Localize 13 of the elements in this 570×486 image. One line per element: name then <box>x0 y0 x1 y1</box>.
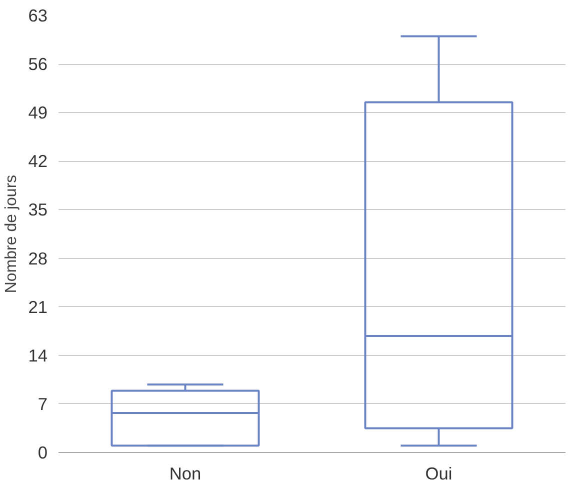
x-tick-label: Non <box>169 464 202 484</box>
y-tick-label: 21 <box>28 296 48 317</box>
y-tick-label: 14 <box>28 345 48 366</box>
y-tick-label: 56 <box>28 54 48 74</box>
y-tick-label: 28 <box>28 248 48 268</box>
y-tick-label: 63 <box>28 6 48 26</box>
y-tick-label: 0 <box>38 442 48 462</box>
y-tick-label: 49 <box>28 102 48 123</box>
x-tick-label: Oui <box>425 464 452 484</box>
y-axis-title: Nombre de jours <box>3 174 20 294</box>
y-tick-label: 35 <box>28 200 48 220</box>
y-tick-label: 42 <box>28 151 48 172</box>
y-tick-label: 7 <box>38 394 48 414</box>
